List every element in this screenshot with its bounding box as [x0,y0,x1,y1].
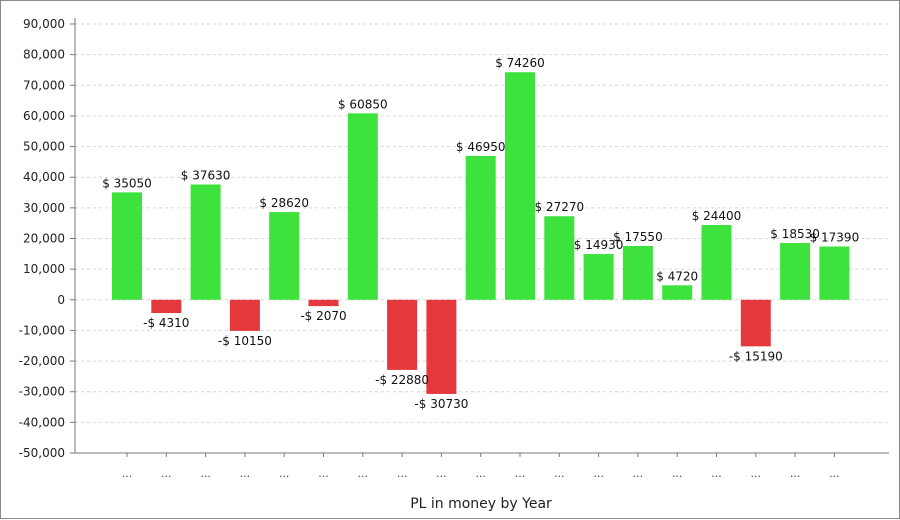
y-tick-label: 60,000 [23,109,65,123]
y-tick-label: 40,000 [23,170,65,184]
bar-value-label: $ 14930 [574,238,624,252]
x-tick-label: ... [475,467,486,480]
bar [347,113,378,300]
bar [426,299,457,394]
bar-value-label: $ 46950 [456,140,506,154]
bar [151,299,182,313]
bar [701,225,732,300]
bar-value-label: $ 17550 [613,230,663,244]
y-tick-label: 20,000 [23,232,65,246]
x-tick-label: ... [515,467,526,480]
x-tick-label: ... [318,467,329,480]
x-tick-labels: ........................................… [122,467,840,480]
bar-value-label: -$ 15190 [729,349,783,363]
bar [622,246,653,300]
bar-value-label: -$ 22880 [375,373,429,387]
x-tick-label: ... [554,467,565,480]
y-tick-label: 0 [57,293,65,307]
bar [505,72,535,300]
bar [544,216,575,300]
bar [740,299,771,347]
x-axis-title: PL in money by Year [410,496,552,512]
x-tick-label: ... [397,467,408,480]
y-tick-label: 50,000 [23,140,65,154]
x-tick-label: ... [122,467,133,480]
x-tick-label: ... [200,467,211,480]
bar-value-label: -$ 10150 [218,334,272,348]
bar-value-label: $ 24400 [692,209,742,223]
bar-value-label: $ 4720 [656,269,698,283]
bar-value-label: $ 35050 [102,176,152,190]
bar-value-label: $ 28620 [259,196,309,210]
x-tick-label: ... [633,467,644,480]
bar-value-label: $ 37630 [181,168,231,182]
x-tick-label: ... [790,467,801,480]
y-tick-label: -20,000 [19,354,65,368]
y-tick-label: 30,000 [23,201,65,215]
bar [190,184,221,300]
x-tick-label: ... [593,467,604,480]
bar [387,299,418,370]
y-tick-label: -40,000 [19,415,65,429]
bar [465,155,496,300]
bar [112,192,142,300]
x-tick-label: ... [436,467,447,480]
bar [662,285,693,300]
bar-value-label: -$ 30730 [414,397,468,411]
y-tick-label: -30,000 [19,385,65,399]
bar [583,254,614,300]
bar-value-label: $ 74260 [495,56,545,70]
x-tick-label: ... [711,467,722,480]
x-tick-label: ... [672,467,683,480]
bar-value-label: $ 18530 [770,227,820,241]
bar [819,246,850,300]
bar-value-label: $ 27270 [534,200,584,214]
x-tick-label: ... [751,467,762,480]
y-tick-label: -10,000 [19,323,65,337]
y-tick-label: 80,000 [23,48,65,62]
y-tick-label: 10,000 [23,262,65,276]
bar-value-label: -$ 4310 [143,316,189,330]
bar-value-label: $ 60850 [338,97,388,111]
x-tick-label: ... [161,467,172,480]
axes [70,18,889,457]
bar [308,299,339,307]
y-tick-labels: -50,000 -40,000 -30,000 -20,000 -10,000 0 10,0… [19,17,65,460]
y-tick-label: 90,000 [23,17,65,31]
y-tick-label: 70,000 [23,78,65,92]
x-tick-label: ... [829,467,840,480]
y-tick-label: -50,000 [19,446,65,460]
bar [269,212,300,300]
bar [780,243,811,300]
x-tick-label: ... [358,467,369,480]
bar [229,299,260,331]
bar-value-label: -$ 2070 [300,309,346,323]
x-tick-label: ... [240,467,251,480]
bars [112,72,850,394]
bar-value-labels: $ 35050 -$ 4310 $ 37630 -$ 10150 $ 28620 -$ 2… [102,56,859,411]
x-tick-label: ... [279,467,290,480]
bar-value-label: $ 17390 [810,230,860,244]
